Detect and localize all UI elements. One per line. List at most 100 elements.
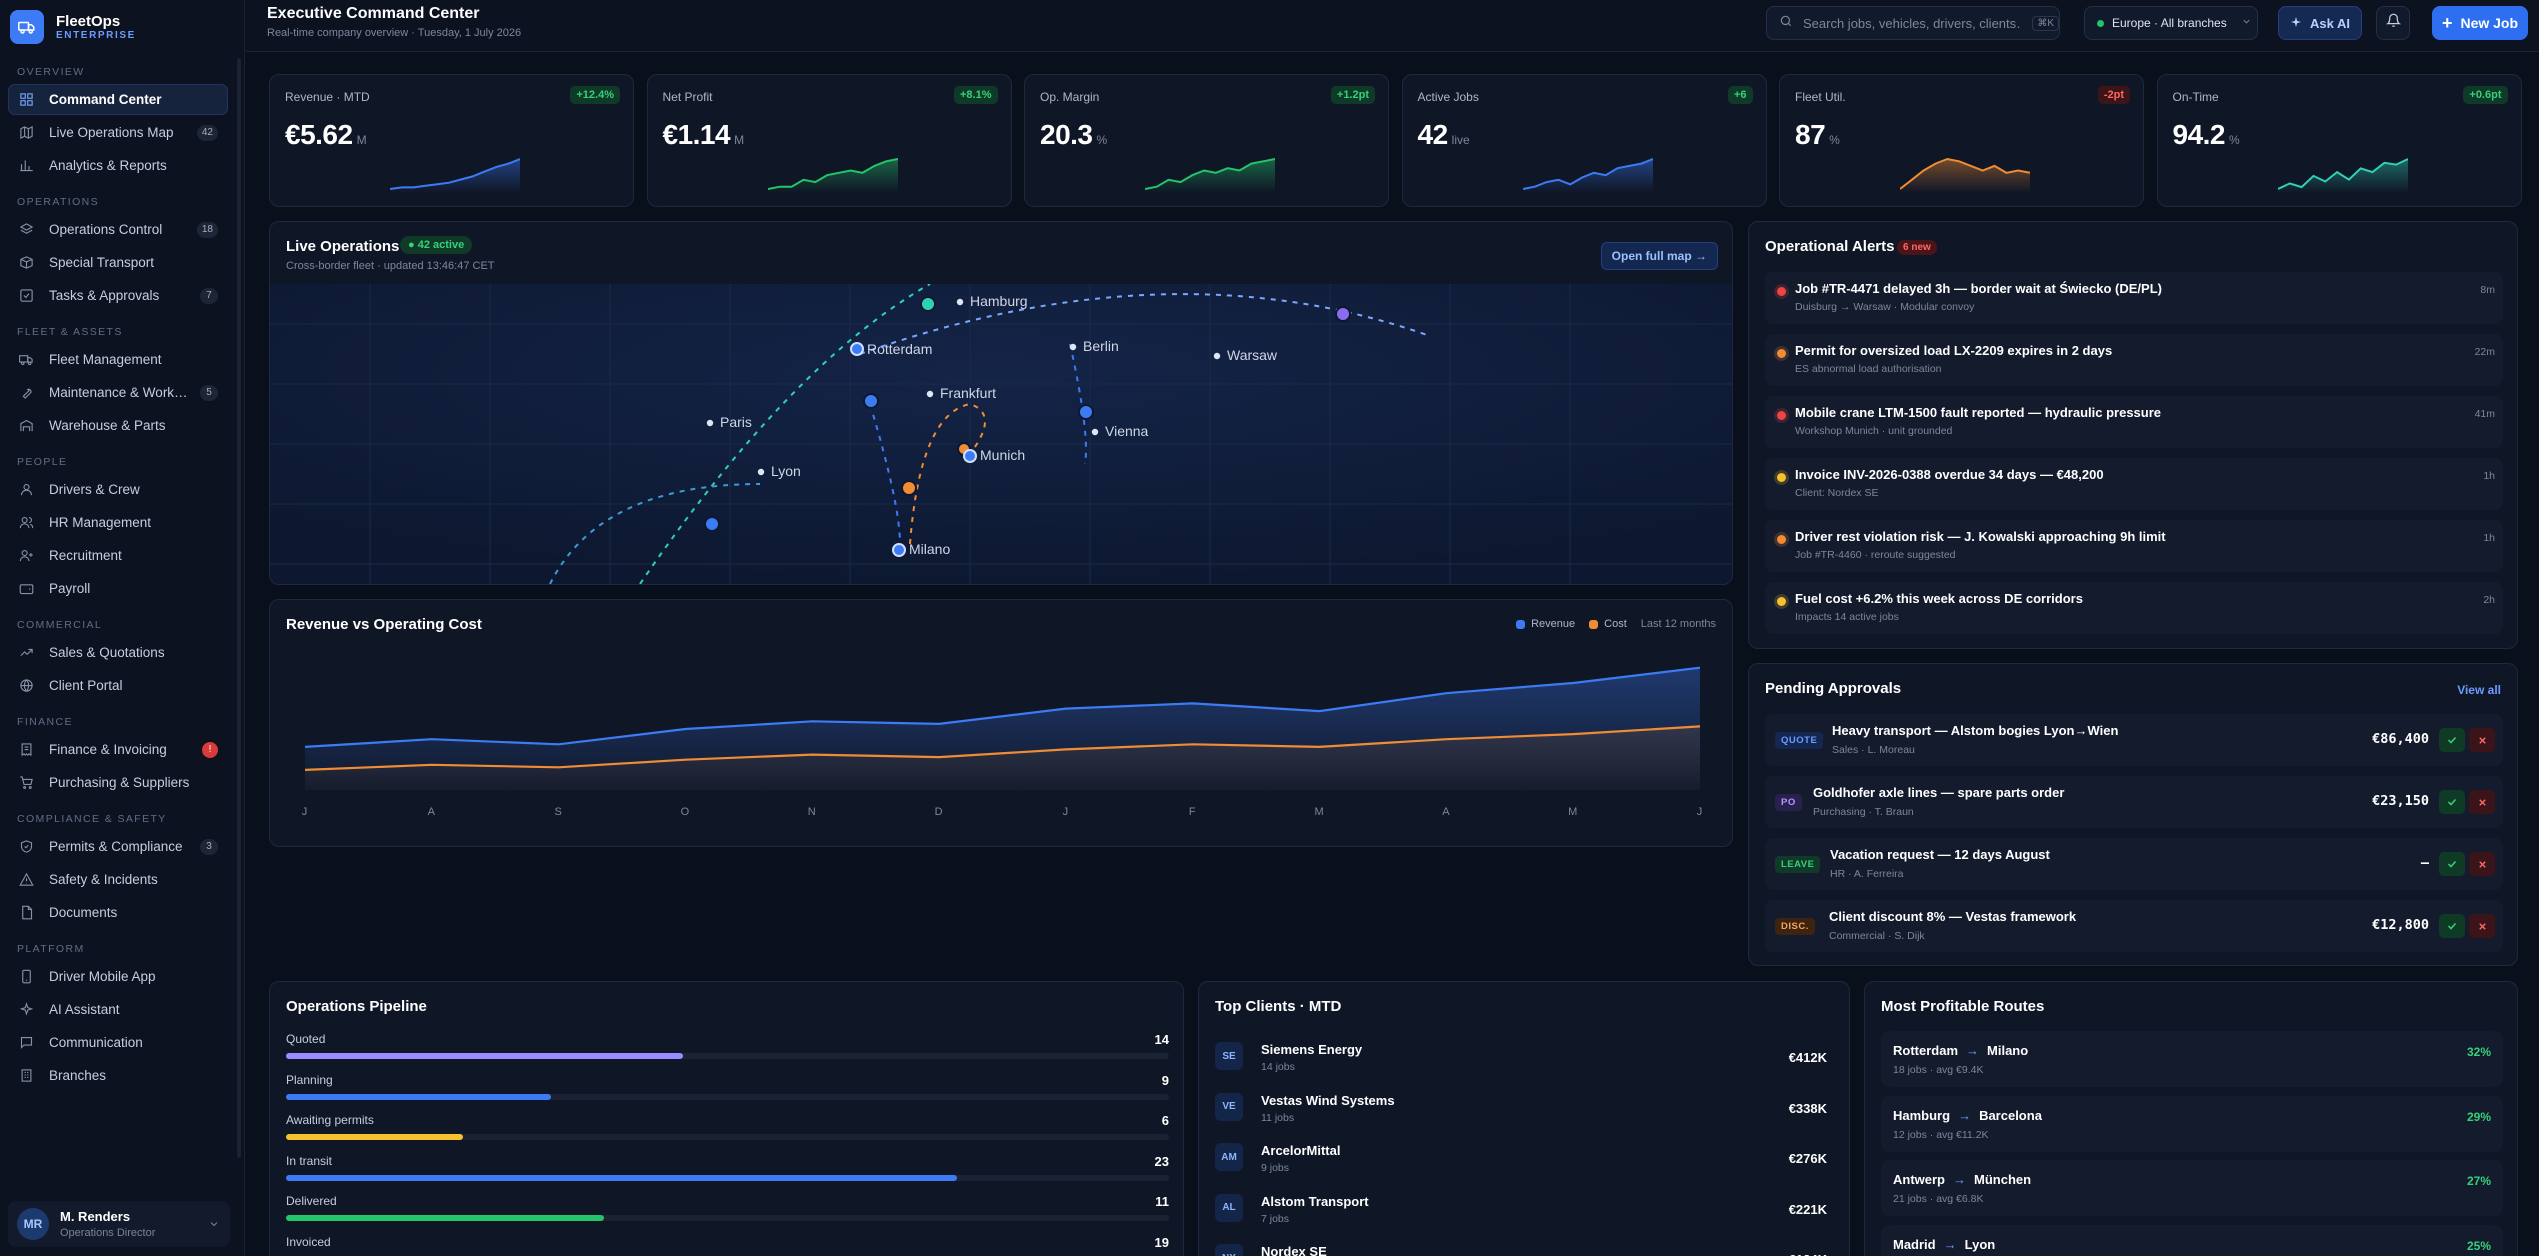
approval-item[interactable]: PO Goldhofer axle lines — spare parts ord… — [1765, 776, 2503, 828]
alert-item[interactable]: Driver rest violation risk — J. Kowalski… — [1765, 520, 2503, 572]
sidebar-item-permits-compliance[interactable]: Permits & Compliance 3 — [8, 831, 228, 862]
vehicle-marker[interactable] — [920, 296, 936, 312]
sidebar-item-purchasing-suppliers[interactable]: Purchasing & Suppliers — [8, 767, 228, 798]
map-city-lyon[interactable]: Lyon — [757, 463, 801, 479]
alert-item[interactable]: Job #TR-4471 delayed 3h — border wait at… — [1765, 272, 2503, 324]
sidebar-item-communication[interactable]: Communication — [8, 1027, 228, 1058]
approve-button[interactable] — [2439, 790, 2465, 814]
client-row[interactable]: AL Alstom Transport 7 jobs €221K — [1215, 1186, 1835, 1232]
pipeline-stage[interactable]: Delivered 11 — [286, 1194, 1169, 1234]
alert-time: 41m — [2474, 408, 2495, 420]
vehicle-marker[interactable] — [850, 342, 864, 356]
sidebar-item-fleet-management[interactable]: Fleet Management — [8, 344, 228, 375]
search-box[interactable]: ⌘K — [1766, 6, 2060, 40]
sidebar-item-command-center[interactable]: Command Center — [8, 84, 228, 115]
approval-item[interactable]: QUOTE Heavy transport — Alstom bogies Lyo… — [1765, 714, 2503, 766]
open-full-map-button[interactable]: Open full map → — [1600, 242, 1718, 270]
sidebar-item-client-portal[interactable]: Client Portal — [8, 670, 228, 701]
notifications-button[interactable] — [2376, 6, 2410, 40]
pipeline-stage[interactable]: Awaiting permits 6 — [286, 1113, 1169, 1153]
approval-item[interactable]: DISC. Client discount 8% — Vestas framewo… — [1765, 900, 2503, 952]
reject-button[interactable] — [2469, 914, 2495, 938]
approval-item[interactable]: LEAVE Vacation request — 12 days August HR… — [1765, 838, 2503, 890]
sidebar-item-payroll[interactable]: Payroll — [8, 573, 228, 604]
kpi-card[interactable]: Op. Margin +1.2pt 20.3% — [1024, 74, 1389, 207]
sidebar-item-analytics-reports[interactable]: Analytics & Reports — [8, 150, 228, 181]
sidebar-item-maintenance-work[interactable]: Maintenance & Work… 5 — [8, 377, 228, 408]
vehicle-marker[interactable] — [892, 543, 906, 557]
route-item[interactable]: Hamburg → Barcelona 12 jobs · avg €11.2K 29% — [1881, 1095, 2503, 1152]
sidebar-item-special-transport[interactable]: Special Transport — [8, 247, 228, 278]
vehicle-marker[interactable] — [963, 449, 977, 463]
sidebar-item-operations-control[interactable]: Operations Control 18 — [8, 214, 228, 245]
sidebar-item-live-operations-map[interactable]: Live Operations Map 42 — [8, 117, 228, 148]
kpi-card[interactable]: Fleet Util. -2pt 87% — [1779, 74, 2144, 207]
view-all-link[interactable]: View all — [2457, 683, 2501, 697]
route-item[interactable]: Madrid→Lyon9 jobs · avg €7.1K25% — [1881, 1224, 2503, 1256]
brand-logo[interactable]: FleetOps ENTERPRISE — [10, 6, 136, 48]
receipt-icon — [18, 742, 34, 758]
vehicle-marker[interactable] — [863, 393, 879, 409]
sidebar-item-safety-incidents[interactable]: Safety & Incidents — [8, 864, 228, 895]
route-item[interactable]: Rotterdam → Milano 18 jobs · avg €9.4K 32% — [1881, 1031, 2503, 1087]
sidebar-item-hr-management[interactable]: HR Management — [8, 507, 228, 538]
alert-item[interactable]: Fuel cost +6.2% this week across DE corr… — [1765, 582, 2503, 634]
kpi-card[interactable]: Revenue · MTD +12.4% €5.62 M — [269, 74, 634, 207]
pipeline-stage[interactable]: In transit 23 — [286, 1154, 1169, 1194]
sidebar-item-driver-mobile-app[interactable]: Driver Mobile App — [8, 961, 228, 992]
search-input[interactable] — [1803, 15, 2023, 31]
legend-revenue[interactable]: Revenue — [1516, 618, 1575, 630]
map-city-hamburg[interactable]: Hamburg — [956, 293, 1028, 309]
sidebar-scrollbar[interactable] — [237, 58, 241, 1158]
kpi-card[interactable]: Net Profit +8.1% €1.14 M — [646, 74, 1012, 207]
live-map[interactable]: Hamburg Berlin Warsaw Rotterdam Frankfurt Par… — [270, 284, 1732, 584]
sidebar-item-sales-quotations[interactable]: Sales & Quotations — [8, 637, 228, 668]
sidebar-item-ai-assistant[interactable]: AI Assistant — [8, 994, 228, 1025]
map-city-vienna[interactable]: Vienna — [1091, 423, 1149, 439]
kpi-card[interactable]: On-Time +0.6pt 94.2% — [2156, 74, 2522, 207]
sidebar-item-drivers-crew[interactable]: Drivers & Crew — [8, 474, 228, 505]
alert-item[interactable]: Mobile crane LTM-1500 fault reported — h… — [1765, 396, 2503, 448]
client-row[interactable]: VE Vestas Wind Systems 11 jobs €338K — [1215, 1085, 1835, 1131]
pipeline-stage[interactable]: Planning 9 — [286, 1073, 1169, 1113]
sidebar-item-finance-invoicing[interactable]: Finance & Invoicing! — [8, 734, 228, 765]
live-operations-title: Live Operations — [286, 238, 400, 255]
region-select[interactable]: Europe · All branches — [2084, 6, 2258, 40]
sidebar-item-tasks-approvals[interactable]: Tasks & Approvals 7 — [8, 280, 228, 311]
approve-button[interactable] — [2439, 728, 2465, 752]
map-city-berlin[interactable]: Berlin — [1069, 338, 1119, 354]
sidebar-item-recruitment[interactable]: Recruitment — [8, 540, 228, 571]
vehicle-marker[interactable] — [1078, 404, 1094, 420]
map-city-warsaw[interactable]: Warsaw — [1213, 347, 1278, 363]
new-job-button[interactable]: + New Job — [2432, 6, 2528, 40]
sidebar-item-branches[interactable]: Branches — [8, 1060, 228, 1091]
alert-item[interactable]: Invoice INV-2026-0388 overdue 34 days — … — [1765, 458, 2503, 510]
x-tick-label: D — [935, 806, 944, 818]
legend-cost[interactable]: Cost — [1589, 618, 1627, 630]
approve-button[interactable] — [2439, 852, 2465, 876]
map-city-paris[interactable]: Paris — [706, 414, 752, 430]
client-row[interactable]: AM ArcelorMittal 9 jobs €276K — [1215, 1135, 1835, 1181]
nav-badge: 18 — [196, 222, 218, 238]
client-row[interactable]: SE Siemens Energy 14 jobs €412K — [1215, 1034, 1835, 1080]
map-city-frankfurt[interactable]: Frankfurt — [926, 385, 996, 401]
ask-ai-button[interactable]: Ask AI — [2278, 6, 2362, 40]
sidebar-item-documents[interactable]: Documents — [8, 897, 228, 928]
client-row[interactable]: NXNordex SE6 jobs€184K — [1215, 1236, 1835, 1256]
kpi-card[interactable]: Active Jobs +6 42 live — [1401, 74, 1767, 207]
sidebar-item-warehouse-parts[interactable]: Warehouse & Parts — [8, 410, 228, 441]
vehicle-marker[interactable] — [1335, 306, 1351, 322]
vehicle-marker[interactable] — [901, 480, 917, 496]
alert-item[interactable]: Permit for oversized load LX-2209 expire… — [1765, 334, 2503, 386]
route-item[interactable]: Antwerp → München 21 jobs · avg €6.8K 27% — [1881, 1160, 2503, 1216]
pipeline-stage[interactable]: Quoted 14 — [286, 1032, 1169, 1072]
reject-button[interactable] — [2469, 790, 2495, 814]
alert-subtitle: Workshop Munich · unit grounded — [1795, 425, 1953, 437]
reject-button[interactable] — [2469, 852, 2495, 876]
vehicle-marker[interactable] — [704, 516, 720, 532]
user-menu[interactable]: MR M. Renders Operations Director — [8, 1201, 230, 1247]
sparkline-line — [1900, 157, 2030, 190]
reject-button[interactable] — [2469, 728, 2495, 752]
approve-button[interactable] — [2439, 914, 2465, 938]
pipeline-stage[interactable]: Invoiced 19 — [286, 1235, 1169, 1256]
